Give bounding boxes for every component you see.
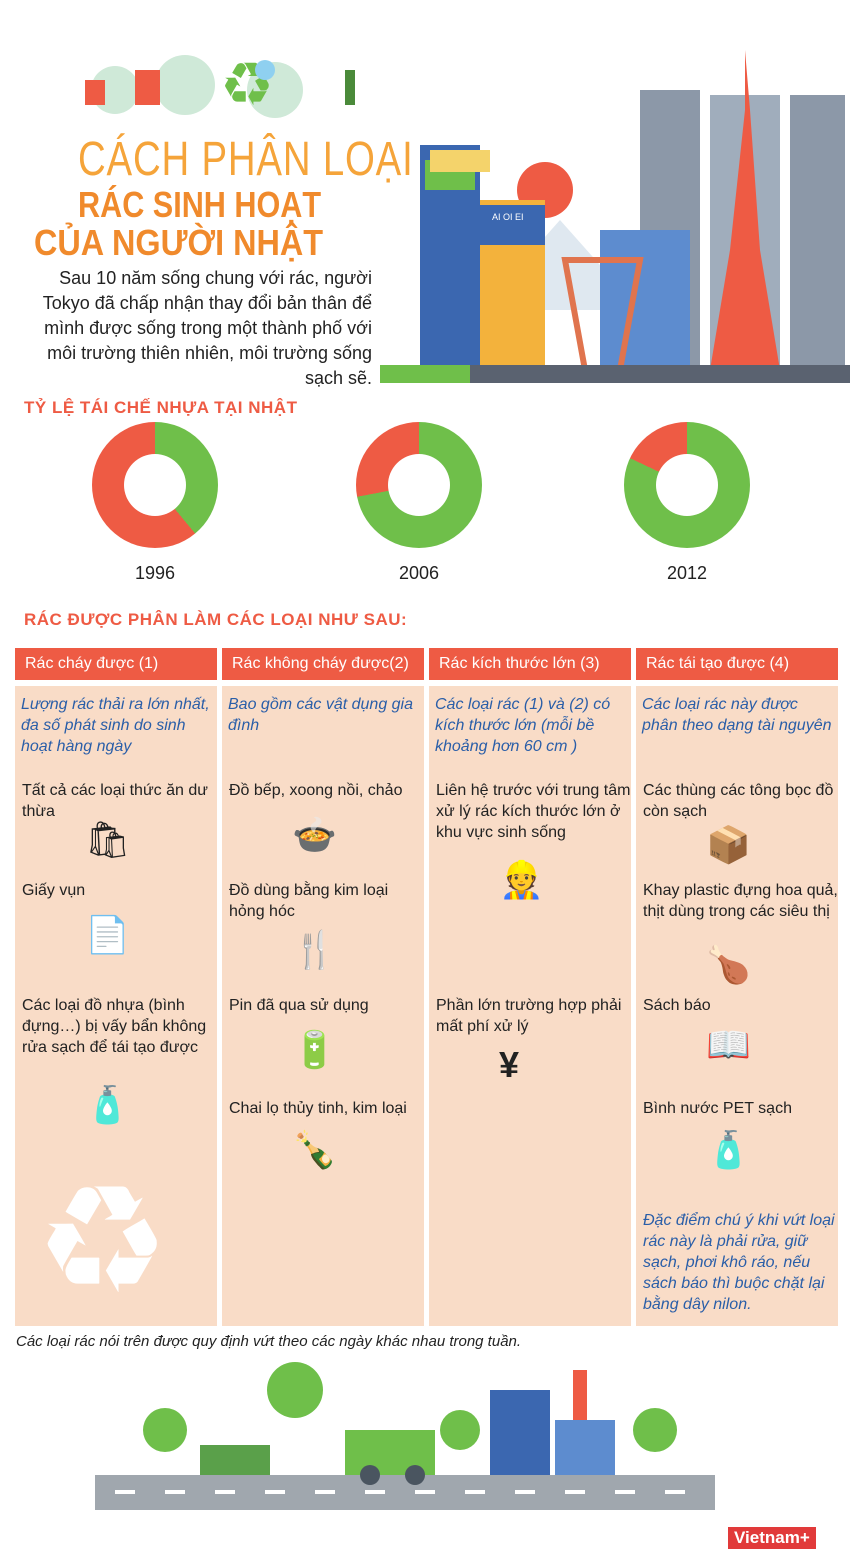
glass-bottles-icon: 🍾: [292, 1129, 337, 1170]
footer-note: Các loại rác nói trên được quy định vứt …: [16, 1333, 522, 1350]
recycling-items-illustration: ♻: [85, 51, 355, 118]
recycle-section-title: TỶ LỆ TÁI CHẾ NHỰA TẠI NHẬT: [24, 398, 298, 417]
donut-hole: [656, 454, 718, 516]
category-item-text: Sách báo: [643, 997, 711, 1014]
category-header: Rác kích thước lớn (3): [429, 648, 631, 680]
title-line-3: CỦA NGƯỜI NHẬT: [34, 222, 324, 263]
donut-year-label: 2006: [398, 563, 440, 583]
street-illustration: [95, 1362, 715, 1510]
category-body: Các loại rác (1) và (2) có kích thước lớ…: [429, 686, 631, 1326]
title-line-2: RÁC SINH HOẠT: [78, 184, 322, 225]
donut-hole: [388, 454, 450, 516]
cutlery-icon: 🍴: [292, 929, 337, 970]
categories-title: RÁC ĐƯỢC PHÂN LÀM CÁC LOẠI NHƯ SAU:: [24, 610, 408, 629]
battery-icon: 🔋: [292, 1029, 337, 1070]
category-column: Rác không cháy được(2) Bao gồm các vật d…: [222, 648, 424, 1326]
yen-icon: ¥: [499, 1044, 520, 1085]
category-body: Các loại rác này được phân theo dạng tài…: [636, 686, 838, 1326]
category-description: Các loại rác (1) và (2) có kích thước lớ…: [435, 696, 611, 755]
cardboard-box-icon: 📦: [706, 824, 751, 865]
donut-chart-1996: [92, 422, 218, 548]
recycle-icon: ♻: [35, 1156, 170, 1324]
intro-text: Sau 10 năm sống chung với rác, người Tok…: [42, 268, 372, 388]
category-description: Bao gồm các vật dụng gia đình: [228, 696, 414, 734]
category-note: Đặc điểm chú ý khi vứt loại rác này là p…: [643, 1212, 835, 1313]
food-tray-icon: 🍗: [706, 944, 751, 985]
category-item-text: Khay plastic đựng hoa quả, thịt dùng tro…: [643, 882, 838, 920]
donut-chart-2006: [356, 422, 482, 548]
paper-icon: 📄: [85, 914, 130, 955]
vietnamplus-logo: Vietnam+: [728, 1527, 816, 1549]
category-item-text: Phần lớn trường hợp phải mất phí xử lý: [436, 997, 622, 1035]
category-header: Rác không cháy được(2): [222, 648, 424, 680]
plastic-bottles-icon: 🧴: [85, 1084, 130, 1125]
category-item-text: Các thùng các tông bọc đồ còn sạch: [643, 782, 834, 820]
category-body: Lượng rác thải ra lớn nhất, đa số phát s…: [15, 686, 217, 1326]
category-column: Rác cháy được (1) Lượng rác thải ra lớn …: [15, 648, 217, 1326]
category-item-text: Giấy vụn: [22, 882, 86, 899]
worker-icon: 👷: [499, 859, 544, 900]
category-item-text: Tất cả các loại thức ăn dư thừa: [22, 782, 208, 820]
building-sign: AI OI EI: [492, 212, 524, 222]
category-column: Rác tái tạo được (4) Các loại rác này đư…: [636, 648, 838, 1326]
title-line-1: CÁCH PHÂN LOẠI: [78, 133, 414, 186]
category-item-text: Liên hệ trước với trung tâm xử lý rác kí…: [436, 782, 631, 841]
pots-icon: 🍲: [292, 814, 337, 855]
category-item-text: Pin đã qua sử dụng: [229, 997, 369, 1014]
category-description: Lượng rác thải ra lớn nhất, đa số phát s…: [21, 696, 210, 755]
category-item-text: Đồ bếp, xoong nồi, chảo: [229, 782, 403, 799]
category-item-text: Đồ dùng bằng kim loại hỏng hóc: [229, 882, 389, 920]
category-item-text: Bình nước PET sạch: [643, 1100, 792, 1117]
category-column: Rác kích thước lớn (3) Các loại rác (1) …: [429, 648, 631, 1326]
donut-year-label: 2012: [666, 563, 708, 583]
donut-hole: [124, 454, 186, 516]
category-body: Bao gồm các vật dụng gia đình Đồ bếp, xoo…: [222, 686, 424, 1326]
book-icon: 📖: [706, 1024, 751, 1065]
category-description: Các loại rác này được phân theo dạng tài…: [642, 696, 832, 734]
category-item-text: Chai lọ thủy tinh, kim loại: [229, 1100, 407, 1117]
pet-bottle-icon: 🧴: [706, 1129, 751, 1170]
donut-year-label: 1996: [134, 563, 176, 583]
category-header: Rác tái tạo được (4): [636, 648, 838, 680]
category-header: Rác cháy được (1): [15, 648, 217, 680]
donut-chart-2012: [624, 422, 750, 548]
tokyo-city-illustration: AI OI EI: [380, 50, 850, 383]
category-item-text: Các loại đồ nhựa (bình đựng…) bị vấy bẩn…: [22, 997, 207, 1056]
grocery-bag-icon: 🛍: [85, 819, 131, 860]
